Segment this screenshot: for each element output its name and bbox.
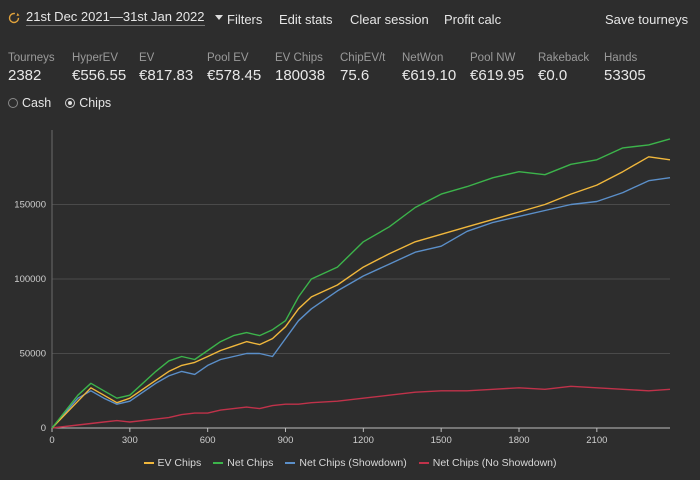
stat-value: €619.95 — [470, 67, 525, 84]
chart-legend: EV Chips Net Chips Net Chips (Showdown) … — [0, 457, 700, 469]
x-tick-label: 900 — [278, 435, 294, 446]
y-tick-label: 50000 — [20, 349, 46, 360]
legend-label: Net Chips — [227, 457, 274, 469]
stat-value: 53305 — [604, 67, 646, 84]
x-tick-label: 0 — [49, 435, 54, 446]
stat-pool-ev: Pool EV €578.45 — [207, 52, 261, 84]
x-tick-label: 2100 — [586, 435, 607, 446]
x-tick-label: 600 — [200, 435, 216, 446]
stat-rakeback: Rakeback €0.0 — [538, 52, 589, 84]
stat-label: ChipEV/t — [340, 52, 386, 64]
series-line-ev-chips — [51, 156, 671, 429]
stat-label: Rakeback — [538, 52, 590, 64]
stat-label: Pool NW — [470, 52, 516, 64]
cash-radio[interactable]: Cash — [8, 96, 51, 110]
top-toolbar: 21st Dec 2021—31st Jan 2022 Filters Edit… — [0, 0, 700, 40]
series-line-net-chips — [51, 138, 671, 429]
stat-label: Hands — [604, 52, 638, 64]
stat-label: NetWon — [402, 52, 444, 64]
chevron-down-icon — [214, 15, 223, 20]
stat-netwon: NetWon €619.10 — [402, 52, 456, 84]
stat-ev: EV €817.83 — [139, 52, 193, 84]
date-range-picker[interactable]: 21st Dec 2021—31st Jan 2022 — [8, 9, 223, 26]
legend-item-ev-chips[interactable]: EV Chips — [143, 457, 202, 469]
stat-hyperev: HyperEV €556.55 — [72, 52, 126, 84]
stat-ev-chips: EV Chips 180038 — [275, 52, 325, 84]
y-tick-label: 0 — [41, 423, 46, 434]
stat-label: Pool EV — [207, 52, 249, 64]
stat-value: €556.55 — [72, 67, 127, 84]
stat-label: Tourneys — [8, 52, 55, 64]
stat-hands: Hands 53305 — [604, 52, 646, 84]
series-line-net-chips-no-showdown — [51, 385, 671, 429]
legend-item-net-chips-showdown[interactable]: Net Chips (Showdown) — [285, 457, 407, 469]
stat-label: HyperEV — [72, 52, 119, 64]
legend-swatch — [143, 462, 154, 464]
stat-value: 180038 — [275, 67, 326, 84]
series-line-net-chips-showdown — [51, 177, 671, 429]
x-tick-label: 1800 — [508, 435, 529, 446]
stat-chipev-per-tourney: ChipEV/t 75.6 — [340, 52, 385, 84]
y-tick-label: 100000 — [14, 274, 46, 285]
legend-item-net-chips[interactable]: Net Chips — [213, 457, 273, 469]
x-tick-label: 1500 — [431, 435, 452, 446]
refresh-icon — [8, 12, 20, 23]
legend-swatch — [418, 462, 429, 464]
stat-value: 75.6 — [340, 67, 370, 84]
stat-value: €0.0 — [538, 67, 568, 84]
radio-checked-icon — [65, 98, 76, 108]
legend-swatch — [213, 462, 224, 464]
save-tourneys-button[interactable]: Save tourneys — [605, 12, 689, 27]
filters-button[interactable]: Filters — [227, 12, 263, 27]
legend-label: EV Chips — [157, 457, 202, 469]
stat-value: €578.45 — [207, 67, 262, 84]
stat-pool-nw: Pool NW €619.95 — [470, 52, 524, 84]
stat-label: EV Chips — [275, 52, 323, 64]
legend-swatch — [285, 462, 296, 464]
stat-value: €817.83 — [139, 67, 194, 84]
stat-tourneys: Tourneys 2382 — [8, 52, 55, 84]
legend-item-net-chips-no-showdown[interactable]: Net Chips (No Showdown) — [418, 457, 557, 469]
cash-radio-label: Cash — [22, 96, 52, 110]
profit-calc-button[interactable]: Profit calc — [444, 12, 502, 27]
edit-stats-button[interactable]: Edit stats — [279, 12, 333, 27]
clear-session-button[interactable]: Clear session — [350, 12, 429, 27]
stat-label: EV — [139, 52, 155, 64]
chips-radio[interactable]: Chips — [65, 96, 111, 110]
x-tick-label: 300 — [122, 435, 138, 446]
legend-label: Net Chips (Showdown) — [299, 457, 407, 469]
stats-bar: Tourneys 2382 HyperEV €556.55 EV €817.83… — [0, 52, 700, 88]
legend-label: Net Chips (No Showdown) — [432, 457, 557, 469]
date-range-label: 21st Dec 2021—31st Jan 2022 — [26, 9, 205, 26]
x-tick-label: 1200 — [353, 435, 374, 446]
mode-toggle: Cash Chips — [8, 96, 111, 110]
stat-value: €619.10 — [402, 67, 457, 84]
radio-unchecked-icon — [8, 98, 18, 108]
chips-radio-label: Chips — [79, 96, 112, 110]
stat-value: 2382 — [8, 67, 42, 84]
y-tick-label: 150000 — [14, 200, 46, 211]
